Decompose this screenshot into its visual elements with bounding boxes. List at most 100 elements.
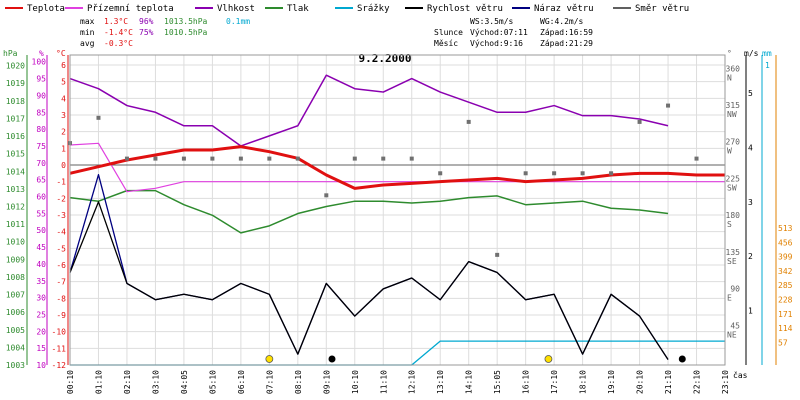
- dir-tick-name: E: [727, 294, 732, 303]
- legend-label-naraz: Náraz větru: [534, 4, 594, 14]
- temp-tick: -1: [56, 178, 66, 187]
- series-teplota: [69, 145, 725, 190]
- temp-tick: -3: [56, 211, 66, 220]
- smer-point: [609, 171, 614, 176]
- hum-tick: 40: [36, 260, 46, 269]
- hum-axis-unit: %: [39, 49, 44, 58]
- temp-tick: -8: [56, 294, 66, 303]
- smer-point: [637, 119, 642, 124]
- info-block: WS:3.5m/s WG:4.2m/s Slunce Východ:07:11 Zápa…: [434, 17, 593, 48]
- stat-avg-label: avg: [80, 39, 95, 48]
- x-tick-label: 13:10: [436, 370, 445, 394]
- hum-tick: 20: [36, 327, 46, 336]
- press-tick: 1020: [6, 62, 25, 71]
- temp-tick: 5: [61, 78, 66, 87]
- x-tick-label: 12:10: [408, 370, 417, 394]
- hum-tick: 30: [36, 294, 46, 303]
- wind-tick: 1: [748, 307, 753, 316]
- press-tick: 1014: [6, 167, 25, 176]
- smer-point: [324, 193, 329, 198]
- time-axis-label: čas: [733, 370, 748, 380]
- stat-max-temp: 1.3°C: [104, 17, 128, 26]
- x-tick-label: 02:10: [123, 370, 132, 394]
- info-sunrise: Východ:07:11: [470, 28, 528, 37]
- press-tick: 1010: [6, 238, 25, 247]
- info-sunset: Západ:16:59: [540, 28, 593, 37]
- temp-tick: -9: [56, 311, 66, 320]
- hum-tick: 65: [36, 176, 46, 185]
- hum-tick: 25: [36, 310, 46, 319]
- x-tick-label: 16:10: [522, 370, 531, 394]
- hum-tick: 100: [32, 58, 47, 67]
- x-tick-label: 06:10: [237, 370, 246, 394]
- series-pocitova: [69, 142, 725, 193]
- hum-tick: 50: [36, 226, 46, 235]
- smer-point: [495, 252, 500, 257]
- stat-max-rain: 0.1mm: [226, 17, 250, 26]
- smer-point: [153, 156, 158, 161]
- smer-point: [181, 156, 186, 161]
- x-tick-label: 14:10: [465, 370, 474, 394]
- hum-tick: 85: [36, 108, 46, 117]
- press-tick: 1009: [6, 255, 25, 264]
- rain-tick: 1: [765, 61, 770, 70]
- info-moonrise: Východ:9:16: [470, 39, 523, 48]
- series-vlhkost: [69, 74, 669, 147]
- smer-point: [694, 156, 699, 161]
- dir-tick-deg: 45: [730, 321, 740, 330]
- wind-tick: 3: [748, 198, 753, 207]
- x-tick-label: 07:10: [265, 370, 274, 394]
- temp-axis-unit: °C: [56, 49, 66, 58]
- dir-tick-name: W: [727, 147, 732, 156]
- press-tick: 1016: [6, 132, 25, 141]
- smer-point: [409, 156, 414, 161]
- temp-tick: -11: [52, 344, 67, 353]
- temp-tick: 1: [61, 144, 66, 153]
- wind-tick: 4: [748, 143, 753, 152]
- rad-tick: 456: [778, 238, 793, 247]
- press-tick: 1012: [6, 202, 25, 211]
- press-tick: 1017: [6, 114, 25, 123]
- temp-tick: 0: [61, 161, 66, 170]
- press-tick: 1015: [6, 150, 25, 159]
- legend-label-tlak: Tlak: [287, 4, 309, 14]
- smer-point: [666, 103, 671, 108]
- dir-tick-name: SE: [727, 257, 737, 266]
- dir-tick-name: NW: [727, 110, 737, 119]
- dir-tick-deg: 90: [730, 285, 740, 294]
- smer-point: [580, 171, 585, 176]
- hum-tick: 60: [36, 193, 46, 202]
- x-tick-label: 10:10: [351, 370, 360, 394]
- stat-max-press: 1013.5hPa: [164, 17, 208, 26]
- dir-axis-unit: °: [727, 49, 732, 58]
- x-tick-label: 09:10: [322, 370, 331, 394]
- stat-avg-temp: -0.3°C: [104, 39, 133, 48]
- temp-tick: -10: [52, 328, 67, 337]
- x-tick-label: 11:10: [379, 370, 388, 394]
- smer-point: [124, 156, 129, 161]
- wind-tick: 2: [748, 252, 753, 261]
- hum-tick: 55: [36, 209, 46, 218]
- axes: hPa1020101910181017101610151014101310121…: [3, 49, 793, 394]
- smer-point: [352, 156, 357, 161]
- x-tick-label: 19:10: [607, 370, 616, 394]
- smer-point: [238, 156, 243, 161]
- press-axis-unit: hPa: [3, 49, 18, 58]
- x-tick-label: 20:10: [636, 370, 645, 394]
- press-tick: 1003: [6, 361, 25, 370]
- wind-axis-unit: m/s: [744, 49, 759, 58]
- hum-tick: 10: [36, 361, 46, 370]
- dir-tick-deg: 360: [726, 64, 741, 73]
- dir-tick-deg: 135: [726, 248, 741, 257]
- press-tick: 1007: [6, 291, 25, 300]
- smer-point: [210, 156, 215, 161]
- rad-tick: 513: [778, 224, 793, 233]
- smer-point: [267, 156, 272, 161]
- plot-frame: [69, 54, 726, 366]
- series-tlak: [69, 189, 669, 234]
- dir-tick-deg: 225: [726, 174, 741, 183]
- dir-tick-name: S: [727, 220, 732, 229]
- smer-point: [466, 119, 471, 124]
- moon-icon: [328, 355, 336, 363]
